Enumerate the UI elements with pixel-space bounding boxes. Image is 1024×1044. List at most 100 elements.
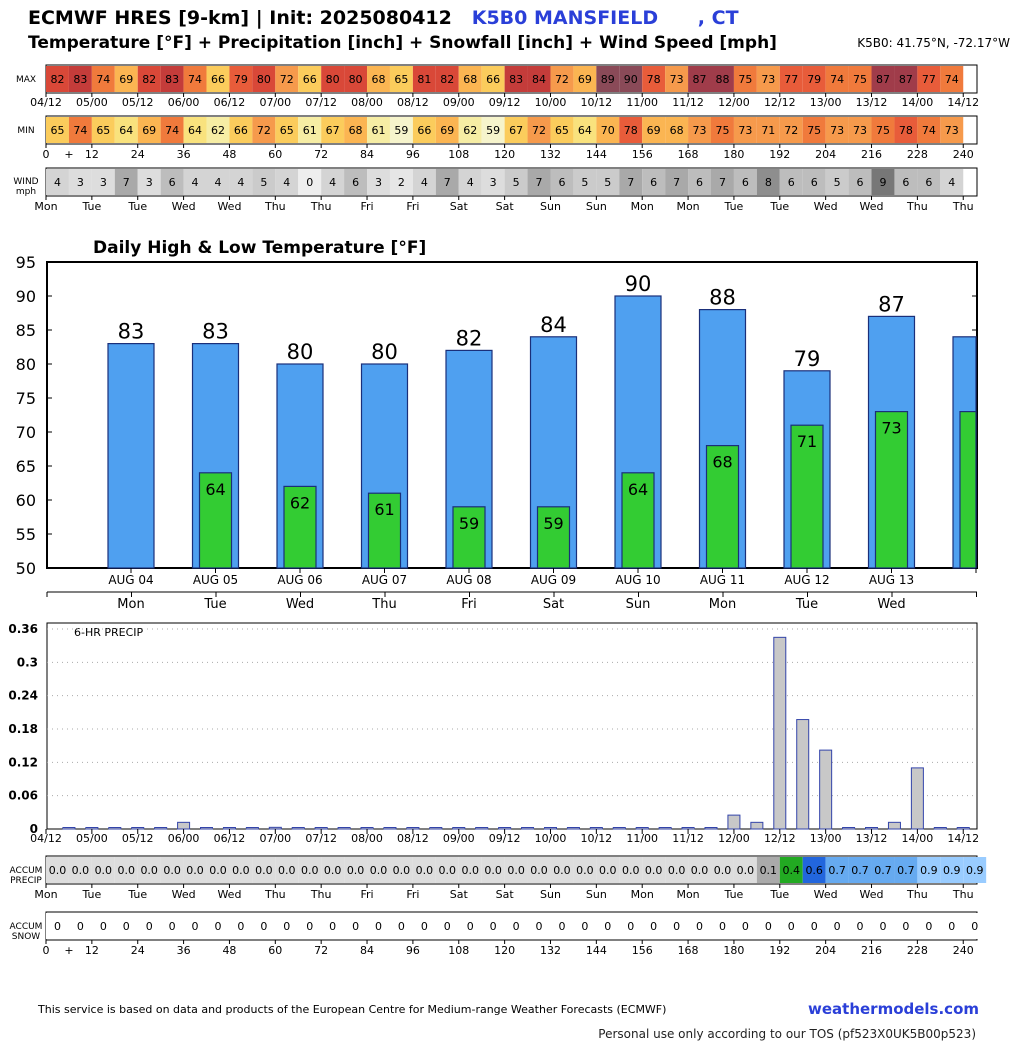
accum-day-label: Tue (724, 888, 744, 901)
accum-snow-cell (550, 913, 574, 939)
wind-speed-cell (389, 169, 413, 195)
day-label: Tue (81, 200, 101, 213)
accum-snow-value: 0 (260, 920, 267, 933)
accum-snow-value: 0 (857, 920, 864, 933)
accum-precip-value: 0.0 (599, 864, 617, 877)
wind-speed-value: 5 (513, 176, 520, 189)
low-temp-label: 62 (290, 493, 310, 512)
wind-speed-cell (68, 169, 92, 195)
temp-x-tick-label: AUG 05 (193, 573, 238, 587)
precip-x-tick-label: 07/00 (259, 832, 291, 845)
min-temp-value: 65 (555, 124, 569, 137)
accum-snow-value: 0 (627, 920, 634, 933)
snow-hour-label: 132 (540, 944, 561, 957)
min-temp-value: 74 (922, 124, 936, 137)
min-temp-cell (779, 117, 803, 143)
hour-label: 156 (632, 148, 653, 161)
snow-hour-label: 192 (769, 944, 790, 957)
wind-speed-cell (779, 169, 803, 195)
precip-bar (383, 827, 397, 830)
snow-hour-label: 228 (907, 944, 928, 957)
accum-snow-value: 0 (100, 920, 107, 933)
wind-speed-value: 3 (100, 176, 107, 189)
accum-snow-cell (114, 913, 138, 939)
precip-bar (543, 827, 557, 830)
accum-snow-cell (779, 913, 803, 939)
min-temp-value: 72 (532, 124, 546, 137)
accum-precip-value: 0.0 (49, 864, 67, 877)
accum-precip-value: 0.0 (668, 864, 686, 877)
day-label: Wed (217, 200, 241, 213)
snow-hour-label: 48 (222, 944, 236, 957)
precip-bar (635, 827, 649, 830)
precip-y-tick-label: 0.06 (8, 789, 38, 803)
accum-precip-value: 0.0 (186, 864, 204, 877)
high-temp-label: 83 (118, 320, 145, 344)
snow-hour-label: 24 (131, 944, 145, 957)
wind-speed-cell (527, 169, 551, 195)
min-temp-cell (435, 117, 459, 143)
min-temp-value: 74 (73, 124, 87, 137)
max-temp-value: 77 (922, 73, 936, 86)
accum-snow-cell (321, 913, 345, 939)
hour-label: 48 (222, 148, 236, 161)
min-temp-cell (481, 117, 505, 143)
accum-precip-value: 0.0 (439, 864, 457, 877)
max-temp-cell (573, 66, 597, 92)
website-link[interactable]: weathermodels.com (808, 1000, 980, 1018)
max-temp-value: 87 (876, 73, 890, 86)
max-temp-cell (756, 66, 780, 92)
wind-speed-cell (46, 169, 69, 195)
temp-x-tick-label: AUG 10 (615, 573, 660, 587)
low-temp-bar (959, 411, 977, 569)
precip-x-tick-label: 05/00 (76, 832, 108, 845)
min-temp-value: 73 (853, 124, 867, 137)
min-temp-value: 69 (142, 124, 156, 137)
wind-speed-value: 4 (283, 176, 290, 189)
min-temp-cell (802, 117, 826, 143)
accum-precip-value: 0.9 (920, 864, 938, 877)
min-temp-cell (344, 117, 368, 143)
accum-precip-cell (871, 857, 895, 883)
wind-speed-cell (344, 169, 368, 195)
max-temp-cell (298, 66, 322, 92)
accum-snow-value: 0 (536, 920, 543, 933)
day-label: Sun (586, 200, 607, 213)
accum-snow-value: 0 (192, 920, 199, 933)
high-temp-label: 84 (540, 313, 567, 337)
hour-label: 60 (268, 148, 282, 161)
max-temp-value: 80 (326, 73, 340, 86)
max-temp-value: 82 (50, 73, 64, 86)
accum-snow-value: 0 (214, 920, 221, 933)
accum-day-label: Thu (264, 888, 286, 901)
snow-hour-label: 168 (678, 944, 699, 957)
wind-speed-cell (481, 169, 505, 195)
time-label: 10/00 (535, 96, 567, 109)
precip-bar (566, 827, 580, 830)
max-temp-value: 74 (96, 73, 110, 86)
accum-snow-cell (504, 913, 528, 939)
min-temp-cell (183, 117, 207, 143)
weekday-label: Sat (543, 597, 564, 612)
accum-day-label: Mon (676, 888, 699, 901)
accum-precip-cell (114, 857, 138, 883)
accum-snow-value: 0 (123, 920, 130, 933)
precip-x-tick-label: 14/12 (947, 832, 979, 845)
min-temp-value: 67 (509, 124, 523, 137)
time-label: 10/12 (580, 96, 612, 109)
accum-precip-cell (160, 857, 184, 883)
accum-precip-cell (963, 857, 987, 883)
accum-precip-label: ACCUM (10, 866, 43, 876)
time-label: 11/12 (672, 96, 704, 109)
day-label: Mon (676, 200, 699, 213)
high-temp-label: 88 (709, 286, 736, 310)
accum-snow-cell (252, 913, 276, 939)
accum-day-label: Sat (496, 888, 515, 901)
min-temp-value: 74 (165, 124, 179, 137)
max-temp-cell (527, 66, 551, 92)
accum-day-label: Thu (906, 888, 928, 901)
min-temp-cell (756, 117, 780, 143)
wind-speed-cell (665, 169, 689, 195)
accum-precip-cell (619, 857, 643, 883)
accum-snow-cell (711, 913, 734, 939)
